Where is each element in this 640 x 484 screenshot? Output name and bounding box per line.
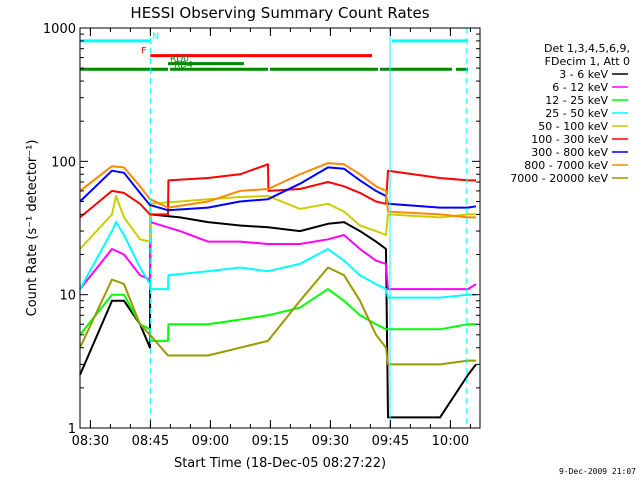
- x-tick-label: 09:15: [252, 434, 289, 449]
- series-line-100-300-kev: [79, 163, 476, 219]
- y-tick-label: 1: [68, 422, 76, 437]
- series-line-12-25-kev: [79, 288, 476, 342]
- y-axis-label: Count Rate (s⁻¹ detector⁻¹): [25, 140, 40, 317]
- y-tick-label: 1000: [43, 22, 76, 37]
- legend-label-300-800-kev: 300 - 800 keV: [531, 146, 608, 159]
- series-line-6-12-kev: [79, 221, 477, 291]
- legend: Det 1,3,4,5,6,9,FDecim 1, Att 03 - 6 keV…: [510, 42, 630, 185]
- state-label-rd0: RD0: [170, 55, 189, 65]
- state-label-f: F: [141, 47, 146, 57]
- series-line-50-100-kev: [79, 195, 476, 250]
- legend-label-800-7000-kev: 800 - 7000 keV: [524, 159, 608, 172]
- x-tick-label: 08:30: [72, 434, 109, 449]
- legend-label-3-6-kev: 3 - 6 keV: [559, 68, 608, 81]
- timestamp: 9-Dec-2009 21:07: [559, 467, 636, 476]
- legend-header: Det 1,3,4,5,6,9,: [544, 42, 630, 55]
- x-tick-label: 09:30: [312, 434, 349, 449]
- chart-title: HESSI Observing Summary Count Rates: [130, 4, 429, 22]
- y-tick-label: 10: [59, 289, 76, 304]
- series-line-3-6-kev: [79, 213, 477, 419]
- state-label-n: N: [152, 32, 159, 42]
- state-label-rd4: RD4: [174, 60, 193, 70]
- legend-label-25-50-kev: 25 - 50 keV: [545, 107, 608, 120]
- legend-label-50-100-kev: 50 - 100 keV: [538, 120, 608, 133]
- series-line-800-7000-kev: [79, 162, 476, 219]
- legend-label-6-12-kev: 6 - 12 keV: [552, 81, 608, 94]
- plot-frame: [79, 27, 481, 429]
- legend-label-7000-20000-kev: 7000 - 20000 keV: [510, 172, 608, 185]
- x-tick-label: 09:00: [192, 434, 229, 449]
- x-tick-label: 10:00: [432, 434, 469, 449]
- y-tick-label: 100: [51, 155, 76, 170]
- series-line-7000-20000-kev: [79, 266, 476, 366]
- x-tick-label: 09:45: [372, 434, 409, 449]
- x-tick-label: 08:45: [132, 434, 169, 449]
- legend-label-12-25-kev: 12 - 25 keV: [545, 94, 608, 107]
- legend-label-100-300-kev: 100 - 300 keV: [531, 133, 608, 146]
- x-axis-label: Start Time (18-Dec-05 08:27:22): [174, 456, 386, 471]
- series-line-25-50-kev: [79, 221, 476, 299]
- legend-header: FDecim 1, Att 0: [545, 55, 630, 68]
